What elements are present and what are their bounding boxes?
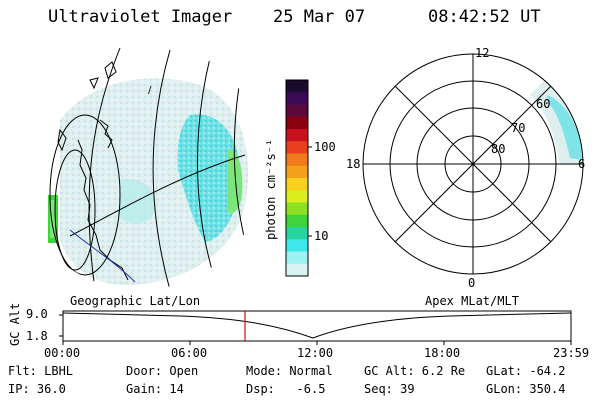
colorbar-band: [286, 104, 308, 118]
polar-plot: [362, 53, 584, 275]
date-label: 25 Mar 07: [273, 7, 366, 27]
geographic-map: [48, 47, 251, 290]
colorbar-band: [286, 239, 308, 252]
colorbar-label: photon cm⁻²s⁻¹: [264, 138, 278, 240]
info-gain: Gain: 14: [126, 382, 184, 396]
time-label: 08:42:52 UT: [428, 7, 541, 27]
colorbar-tick-100: 100: [314, 140, 336, 154]
colorbar-band: [286, 263, 308, 277]
mlt-label-12: 12: [475, 46, 490, 60]
strip-xtick-1: 06:00: [171, 346, 208, 360]
colorbar-band: [286, 227, 308, 240]
colorbar-band: [286, 178, 308, 191]
altitude-strip: [59, 310, 572, 345]
mlt-label-18: 18: [346, 157, 361, 171]
info-glat: GLat: -64.2: [486, 364, 566, 378]
info-glon: GLon: 350.4: [486, 382, 566, 396]
info-dsp: Dsp: -6.5: [246, 382, 326, 396]
colorbar-band: [286, 141, 308, 154]
colorbar-band: [286, 129, 308, 142]
colorbar-band: [286, 214, 308, 228]
info-flt: Flt: LBHL: [8, 364, 74, 378]
apex-caption: Apex MLat/MLT: [425, 294, 519, 308]
mlat-label-80: 80: [491, 142, 506, 156]
geographic-caption: Geographic Lat/Lon: [70, 294, 201, 308]
mlt-label-6: 6: [578, 157, 586, 171]
colorbar-band: [286, 251, 308, 265]
strip-xtick-3: 18:00: [424, 346, 461, 360]
colorbar-tick-10: 10: [314, 229, 329, 243]
colorbar-band: [286, 92, 308, 105]
colorbar-band: [286, 190, 308, 203]
colorbar-band: [286, 202, 308, 216]
strip-ytick-top: 9.0: [26, 307, 48, 321]
info-seq: Seq: 39: [364, 382, 415, 396]
colorbar-band: [286, 116, 308, 130]
color-bar: [286, 80, 308, 277]
info-gcalt: GC Alt: 6.2 Re: [364, 364, 466, 378]
mlt-label-0: 0: [468, 276, 476, 290]
strip-xtick-0: 00:00: [44, 346, 81, 360]
instrument-title: Ultraviolet Imager: [48, 7, 233, 27]
info-mode: Mode: Normal: [246, 364, 333, 378]
strip-xtick-2: 12:00: [297, 346, 334, 360]
gc-alt-axis-label: GC Alt: [8, 302, 22, 346]
colorbar-band: [286, 153, 308, 167]
colorbar-band: [286, 165, 308, 179]
mlat-label-60: 60: [536, 97, 551, 111]
mlat-label-70: 70: [511, 121, 526, 135]
info-door: Door: Open: [126, 364, 199, 378]
colorbar-band: [286, 80, 308, 93]
strip-ytick-bottom: 1.8: [26, 329, 48, 343]
map-marker: /: [148, 85, 152, 96]
strip-xtick-4: 23:59: [553, 346, 590, 360]
info-ip: IP: 36.0: [8, 382, 66, 396]
